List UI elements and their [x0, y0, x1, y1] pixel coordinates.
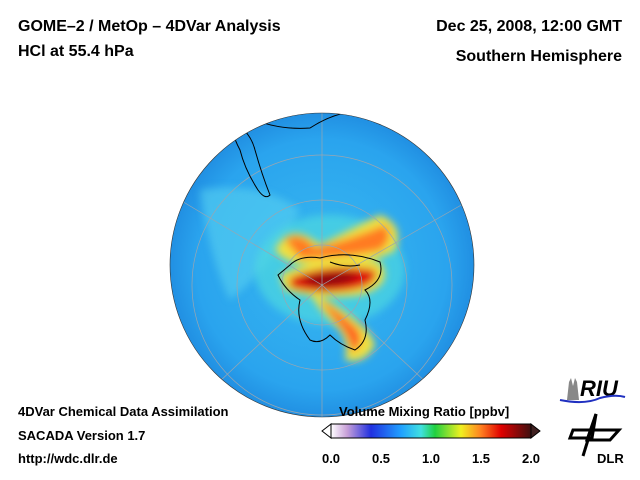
footer-line1: 4DVar Chemical Data Assimilation — [18, 404, 229, 419]
dlr-logo: DLR — [567, 413, 624, 466]
riu-logo: RIU — [559, 376, 626, 404]
colorbar-title: Volume Mixing Ratio [ppbv] — [339, 404, 510, 419]
colorbar-tick: 2.0 — [521, 451, 541, 466]
colorbar-tick: 0.0 — [321, 451, 341, 466]
colorbar — [321, 422, 541, 440]
footer-url: http://wdc.dlr.de — [18, 451, 118, 466]
svg-text:RIU: RIU — [580, 376, 619, 401]
region-label: Southern Hemisphere — [455, 48, 622, 65]
title-line2: HCl at 55.4 hPa — [18, 43, 134, 60]
svg-text:DLR: DLR — [597, 451, 624, 466]
date-label: Dec 25, 2008, 12:00 GMT — [436, 18, 622, 35]
colorbar-tick: 0.5 — [371, 451, 391, 466]
colorbar-tick: 1.5 — [471, 451, 491, 466]
colorbar-tick: 1.0 — [421, 451, 441, 466]
title-line1: GOME–2 / MetOp – 4DVar Analysis — [18, 18, 281, 35]
hcl-high-region — [275, 215, 398, 361]
light-band — [200, 187, 300, 300]
footer-line2: SACADA Version 1.7 — [18, 428, 146, 443]
